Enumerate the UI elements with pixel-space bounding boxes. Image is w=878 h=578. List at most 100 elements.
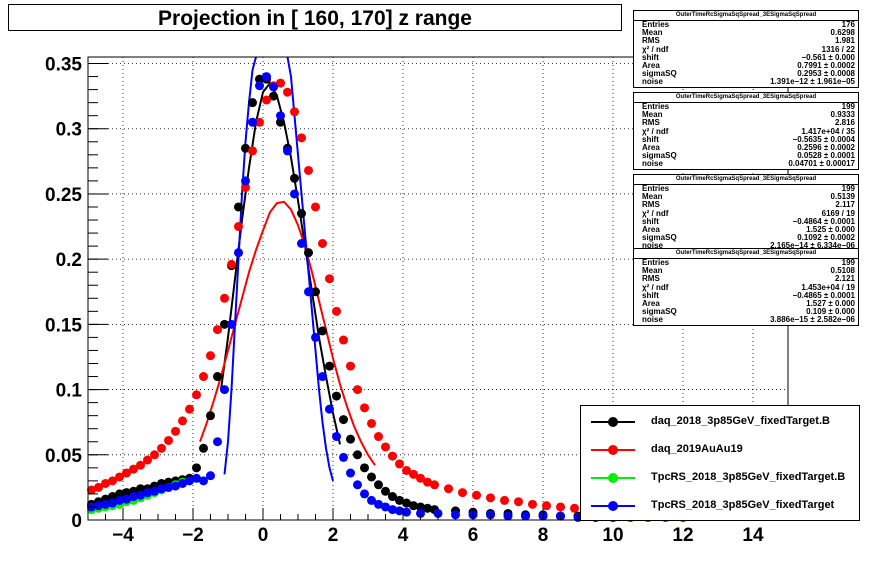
stat-key: Mean	[642, 110, 663, 120]
data-point	[381, 442, 390, 452]
data-point	[206, 471, 215, 481]
data-point	[395, 506, 404, 516]
data-point	[318, 372, 327, 382]
stat-row: Entries 199	[634, 184, 858, 193]
data-point	[255, 81, 264, 91]
data-point	[157, 443, 166, 453]
data-point	[234, 202, 243, 212]
stat-box: OuterTimeRcSigmaSqSpread_3ESigmaSqSpread…	[633, 174, 859, 252]
stat-key: sigmaSQ	[642, 233, 677, 243]
stat-row: sigmaSQ 0.1092 ± 0.0002	[634, 234, 858, 242]
stat-value: 6169 / 19	[821, 208, 855, 218]
legend-marker-dot	[608, 445, 618, 455]
stat-key: noise	[642, 159, 663, 169]
stat-key: Area	[642, 61, 660, 71]
stat-key: noise	[642, 77, 663, 87]
data-point	[416, 473, 425, 483]
data-point	[108, 476, 117, 486]
stat-row: RMS 1.981	[634, 37, 858, 45]
data-point	[311, 332, 320, 342]
data-point	[255, 117, 264, 127]
stat-key: χ² / ndf	[642, 126, 669, 136]
data-point	[360, 403, 369, 413]
stat-key: RMS	[642, 36, 660, 46]
data-point	[346, 434, 355, 444]
data-point	[115, 495, 124, 505]
data-point	[353, 480, 362, 490]
stat-row: Mean 0.5108	[634, 266, 858, 275]
stat-key: Entries	[642, 184, 670, 193]
data-point	[290, 189, 299, 199]
stat-value: 0.6298	[830, 28, 855, 38]
stat-box-header: OuterTimeRcSigmaSqSpread_3ESigmaSqSpread	[634, 249, 858, 259]
stat-value: 0.5139	[830, 192, 855, 202]
data-point	[318, 326, 327, 336]
data-point	[185, 476, 194, 486]
data-point	[374, 432, 383, 442]
data-point	[556, 502, 565, 512]
stat-box-header: OuterTimeRcSigmaSqSpread_3ESigmaSqSpread	[634, 93, 858, 103]
stat-key: shift	[642, 290, 659, 300]
data-point	[283, 87, 292, 97]
data-point	[143, 488, 152, 498]
data-point	[108, 498, 117, 508]
data-point	[171, 481, 180, 491]
data-point	[122, 494, 131, 504]
data-point	[409, 501, 418, 511]
data-point	[388, 451, 397, 461]
stat-row: RMS 2.117	[634, 201, 858, 209]
legend-label: daq_2018_3p85GeV_fixedTarget.B	[651, 415, 830, 427]
data-point	[213, 325, 222, 335]
stat-key: Entries	[642, 258, 670, 267]
stat-row: RMS 2.816	[634, 119, 858, 127]
data-point	[283, 146, 292, 156]
stat-key: Entries	[642, 102, 670, 111]
data-point	[402, 498, 411, 508]
data-point	[206, 411, 215, 421]
stat-row: χ² / ndf 1.417e+04 / 35	[634, 126, 858, 136]
stat-box-header: OuterTimeRcSigmaSqSpread_3ESigmaSqSpread	[634, 175, 858, 185]
data-point	[290, 173, 299, 183]
data-point	[199, 443, 208, 453]
x-tick-label: 12	[672, 525, 693, 546]
data-point	[486, 493, 495, 503]
data-point	[192, 463, 201, 473]
stat-value: −0.561 ± 0.000	[801, 52, 855, 62]
data-point	[381, 502, 390, 512]
stat-row: noise 1.391e−12 ± 1.961e−05	[634, 78, 858, 86]
data-point	[367, 418, 376, 428]
data-point	[290, 107, 299, 117]
stat-box-header: OuterTimeRcSigmaSqSpread_3ESigmaSqSpread	[634, 11, 858, 21]
data-point	[367, 495, 376, 505]
stat-value: −0.4865 ± 0.0001	[792, 290, 855, 300]
data-point	[248, 146, 257, 156]
stat-row: noise 0.04701 ± 0.00017	[634, 160, 858, 168]
legend-label: daq_2019AuAu19	[651, 443, 743, 455]
data-point	[304, 248, 313, 258]
data-point	[297, 239, 306, 249]
stat-value: 0.109 ± 0.000	[806, 307, 855, 317]
data-point	[241, 182, 250, 192]
data-point	[332, 391, 341, 401]
legend-item-1: daq_2018_3p85GeV_fixedTarget.B	[581, 412, 859, 432]
data-point	[164, 482, 173, 492]
data-point	[87, 485, 96, 495]
stat-box: OuterTimeRcSigmaSqSpread_3ESigmaSqSpread…	[633, 92, 859, 170]
data-point	[150, 450, 159, 460]
stat-row: shift −0.561 ± 0.000	[634, 52, 858, 62]
legend-marker-dot	[608, 501, 618, 511]
stat-value: 0.9333	[830, 110, 855, 120]
stat-box: OuterTimeRcSigmaSqSpread_3ESigmaSqSpread…	[633, 248, 859, 326]
data-point	[332, 432, 341, 442]
stat-key: Mean	[642, 28, 663, 38]
stat-row: Mean 0.5139	[634, 192, 858, 202]
data-point	[241, 176, 250, 186]
x-tick-label: 4	[398, 525, 409, 546]
data-point	[360, 489, 369, 499]
data-point	[325, 361, 334, 371]
data-point	[388, 492, 397, 502]
stat-key: χ² / ndf	[642, 44, 669, 54]
data-point	[269, 91, 278, 101]
data-point	[108, 492, 117, 502]
